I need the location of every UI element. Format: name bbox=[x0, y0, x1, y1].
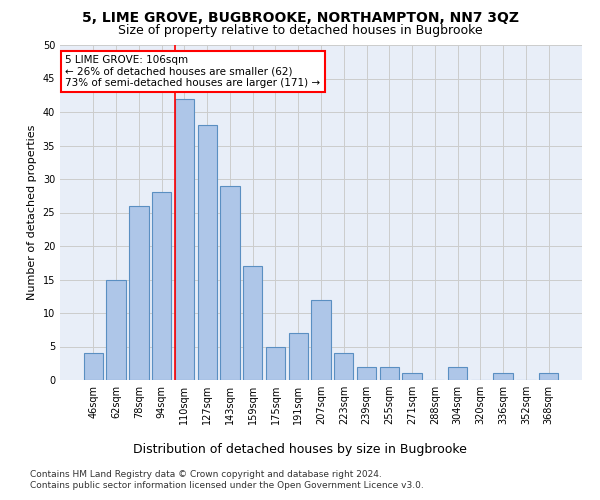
Text: Contains public sector information licensed under the Open Government Licence v3: Contains public sector information licen… bbox=[30, 481, 424, 490]
Bar bbox=[197, 126, 217, 380]
Bar bbox=[357, 366, 376, 380]
Bar bbox=[243, 266, 262, 380]
Bar bbox=[539, 374, 558, 380]
Bar bbox=[334, 353, 353, 380]
Bar bbox=[448, 366, 467, 380]
Bar bbox=[84, 353, 103, 380]
Bar bbox=[403, 374, 422, 380]
Text: Size of property relative to detached houses in Bugbrooke: Size of property relative to detached ho… bbox=[118, 24, 482, 37]
Bar bbox=[106, 280, 126, 380]
Bar bbox=[220, 186, 239, 380]
Bar bbox=[129, 206, 149, 380]
Text: Distribution of detached houses by size in Bugbrooke: Distribution of detached houses by size … bbox=[133, 442, 467, 456]
Bar bbox=[266, 346, 285, 380]
Bar bbox=[175, 98, 194, 380]
Y-axis label: Number of detached properties: Number of detached properties bbox=[27, 125, 37, 300]
Bar bbox=[152, 192, 172, 380]
Bar bbox=[289, 333, 308, 380]
Text: Contains HM Land Registry data © Crown copyright and database right 2024.: Contains HM Land Registry data © Crown c… bbox=[30, 470, 382, 479]
Text: 5 LIME GROVE: 106sqm
← 26% of detached houses are smaller (62)
73% of semi-detac: 5 LIME GROVE: 106sqm ← 26% of detached h… bbox=[65, 55, 320, 88]
Text: 5, LIME GROVE, BUGBROOKE, NORTHAMPTON, NN7 3QZ: 5, LIME GROVE, BUGBROOKE, NORTHAMPTON, N… bbox=[82, 11, 518, 25]
Bar bbox=[380, 366, 399, 380]
Bar bbox=[311, 300, 331, 380]
Bar bbox=[493, 374, 513, 380]
